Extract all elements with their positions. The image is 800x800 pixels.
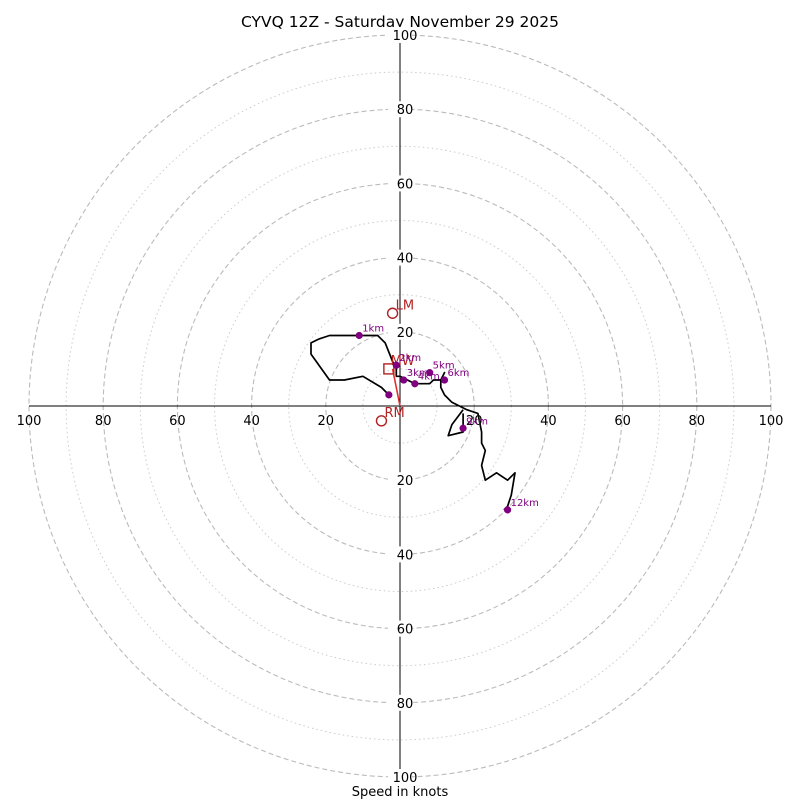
tick-bg-top-80 bbox=[388, 101, 412, 118]
left-mover-label: LM bbox=[396, 298, 414, 313]
mean-wind-vector bbox=[391, 368, 401, 407]
tick-bg-top-40 bbox=[388, 249, 412, 266]
right-mover-label: RM bbox=[384, 406, 404, 421]
tick-label-bottom-40: 40 bbox=[397, 548, 414, 563]
tick-label-left-80: 80 bbox=[95, 414, 112, 429]
x-axis-label: Speed in knots bbox=[352, 785, 449, 800]
height-marker-6km bbox=[440, 376, 449, 384]
height-label-6km: 6km bbox=[448, 368, 470, 379]
tick-bg-top-20 bbox=[388, 323, 412, 340]
height-label-4km: 4km bbox=[418, 372, 440, 383]
tick-bg-bottom-100 bbox=[388, 769, 412, 785]
tick-label-left-100: 100 bbox=[17, 414, 42, 429]
tick-label-left-20: 20 bbox=[318, 414, 335, 429]
tick-label-top-80: 80 bbox=[397, 103, 414, 118]
tick-bg-bottom-80 bbox=[388, 694, 412, 711]
hodograph-line bbox=[310, 334, 516, 511]
tick-bg-bottom-40 bbox=[388, 546, 412, 563]
height-marker-3km bbox=[400, 376, 408, 384]
height-marker-2km bbox=[392, 361, 400, 369]
tick-label-left-40: 40 bbox=[243, 414, 260, 429]
height-label-12km: 12km bbox=[511, 498, 539, 509]
tick-label-right-100: 100 bbox=[759, 414, 784, 429]
height-marker-surface bbox=[385, 391, 393, 399]
tick-label-top-20: 20 bbox=[397, 326, 414, 341]
tick-label-bottom-100: 100 bbox=[393, 771, 418, 786]
height-label-3km: 3km bbox=[407, 368, 429, 379]
height-label-9km: 9km bbox=[466, 416, 488, 427]
right-mover-marker bbox=[375, 415, 388, 427]
tick-label-right-60: 60 bbox=[614, 414, 631, 429]
tick-label-right-40: 40 bbox=[540, 414, 557, 429]
height-marker-4km bbox=[411, 380, 419, 388]
height-marker-1km bbox=[355, 331, 363, 340]
tick-label-right-80: 80 bbox=[689, 414, 706, 429]
tick-label-left-60: 60 bbox=[169, 414, 186, 429]
height-marker-5km bbox=[426, 369, 434, 377]
height-marker-9km bbox=[459, 424, 467, 432]
tick-bg-bottom-20 bbox=[388, 472, 412, 489]
tick-label-bottom-80: 80 bbox=[397, 697, 414, 712]
tick-label-bottom-20: 20 bbox=[397, 474, 414, 489]
tick-bg-bottom-60 bbox=[388, 620, 412, 637]
hodograph-branch-line bbox=[447, 409, 464, 437]
height-marker-12km bbox=[503, 506, 512, 514]
chart-title: CYVQ 12Z - Saturday November 29 2025 bbox=[241, 13, 559, 31]
height-label-1km: 1km bbox=[362, 324, 384, 335]
tick-bg-top-60 bbox=[388, 175, 412, 192]
hodograph-trace-group bbox=[310, 334, 516, 511]
left-mover-marker bbox=[386, 307, 399, 319]
tick-label-top-60: 60 bbox=[397, 177, 414, 192]
tick-label-top-100: 100 bbox=[393, 29, 418, 44]
tick-label-top-40: 40 bbox=[397, 252, 414, 267]
height-label-2km: 2km bbox=[399, 353, 421, 364]
deviant-tornado-motion-marker bbox=[383, 363, 395, 375]
height-label-5km: 5km bbox=[433, 361, 455, 372]
tick-label-bottom-60: 60 bbox=[397, 623, 414, 638]
tick-bg-top-100 bbox=[388, 27, 412, 43]
